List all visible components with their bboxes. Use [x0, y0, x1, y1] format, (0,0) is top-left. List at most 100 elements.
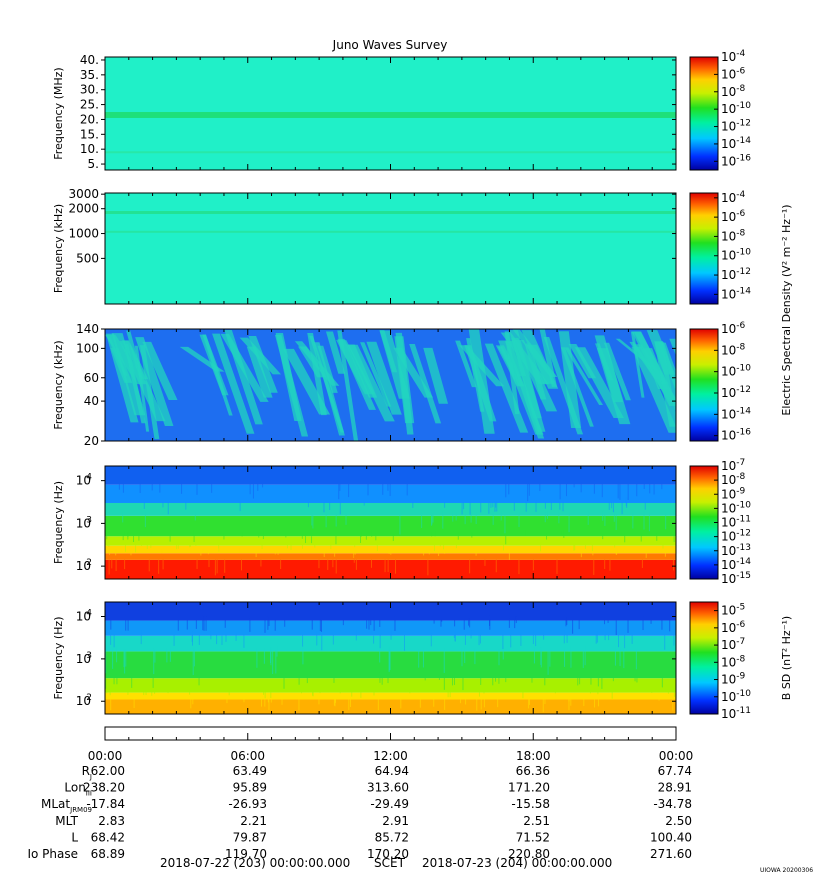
spectrogram-lfr-high [105, 329, 676, 441]
y-tick-label: 1000 [68, 227, 99, 241]
colorbar-tick-label: 10-10 [721, 689, 751, 704]
y-tick-label: 60 [84, 371, 99, 385]
y-tick-label: 30. [80, 83, 99, 97]
y-axis-label: Frequency (Hz) [52, 617, 65, 700]
ephemeris-value: 63.49 [233, 764, 267, 778]
ephemeris-value: -34.78 [653, 797, 692, 811]
panel-lfr-low-b: 102 103 104 Frequency (Hz) 10-5 10-6 10-7 10-8 1… [52, 601, 793, 721]
y-tick-label: 3000 [68, 187, 99, 201]
emission-band [105, 230, 676, 233]
spectrogram-hfr-high [105, 57, 676, 170]
y-tick-label: 100 [76, 341, 99, 355]
ephemeris-value: 2.91 [382, 814, 409, 828]
y-tick-label: 25. [80, 98, 99, 112]
ephemeris-value: 170.20 [367, 847, 409, 861]
colorbar-tick-label: 10-16 [721, 428, 751, 443]
ephemeris-value: 2.51 [523, 814, 550, 828]
y-tick-label: 35. [80, 68, 99, 82]
colorbar-tick-label: 10-6 [721, 620, 746, 635]
y-tick-label: 102 [76, 558, 92, 573]
ephemeris-value: 171.20 [508, 781, 550, 795]
y-tick-label: 140 [76, 322, 99, 336]
colorbar-tick-label: 10-11 [721, 515, 751, 530]
time-tick-label: 12:00 [373, 749, 408, 763]
colorbar-tick-label: 10-6 [721, 321, 746, 336]
ephemeris-value: 28.91 [658, 781, 692, 795]
colorbar-tick-label: 10-8 [721, 228, 746, 243]
colorbar-tick-label: 10-8 [721, 84, 746, 99]
colorbar-tick-label: 10-8 [721, 472, 746, 487]
y-axis-label: Frequency (kHz) [52, 204, 65, 293]
time-axis: 00:00 06:00 12:00 18:00 00:00 [88, 726, 694, 763]
colorbar [689, 328, 719, 442]
y-tick-label: 20 [84, 434, 99, 448]
ephemeris-value: 64.94 [375, 764, 409, 778]
colorbar [689, 192, 719, 305]
footer-scet: SCET [374, 856, 406, 870]
emission-band [105, 211, 676, 215]
y-tick-label: 40. [80, 53, 99, 67]
y-tick-label: 103 [76, 515, 92, 530]
y-axis-label: Frequency (Hz) [52, 481, 65, 564]
spectral-layer [105, 536, 676, 546]
colorbar-tick-label: 10-6 [721, 209, 746, 224]
ephemeris-value: 85.72 [375, 830, 409, 844]
spectral-layer [105, 553, 676, 560]
colorbar-label: Electric Spectral Density (V² m⁻² Hz⁻¹) [780, 204, 793, 415]
panel-lfr-low-e: 102 103 104 Frequency (Hz) 10-710-810-910-10… [52, 458, 751, 586]
ephemeris-value: 313.60 [367, 781, 409, 795]
emission-band [105, 151, 676, 154]
colorbar-tick-label: 10-9 [721, 672, 746, 687]
time-tick-label: 06:00 [230, 749, 265, 763]
ephemeris-value: 95.89 [233, 781, 267, 795]
ephemeris-label: MLatJRM09 [41, 797, 92, 814]
ephemeris-value: 238.20 [83, 781, 125, 795]
spectral-layer [105, 678, 676, 693]
ephemeris-value: 79.87 [233, 830, 267, 844]
spectrogram-lfr-low-e [105, 466, 676, 579]
colorbar-tick-label: 10-4 [721, 49, 746, 64]
y-tick-label: 40 [84, 394, 99, 408]
y-tick-label: 10. [80, 142, 99, 156]
time-tick-label: 00:00 [659, 749, 694, 763]
ephemeris-value: -15.58 [511, 797, 550, 811]
footer-start: 2018-07-22 (203) 00:00:00.000 [160, 856, 350, 870]
ephemeris-label: MLT [55, 814, 78, 828]
colorbar-tick-label: 10-14 [721, 136, 751, 151]
ephemeris-value: 2.50 [665, 814, 692, 828]
spectral-background [105, 193, 676, 304]
spectrogram-hfr-low [105, 193, 676, 304]
y-tick-label: 2000 [68, 202, 99, 216]
ephemeris-value: 71.52 [516, 830, 550, 844]
ephemeris-value: 68.42 [91, 830, 125, 844]
colorbar-tick-label: 10-11 [721, 706, 751, 721]
colorbar-tick-label: 10-9 [721, 486, 746, 501]
ephemeris-value: -26.93 [228, 797, 267, 811]
colorbar-tick-label: 10-12 [721, 119, 751, 134]
colorbar-tick-label: 10-16 [721, 153, 751, 168]
ephemeris-label: Io Phase [27, 847, 78, 861]
ephemeris-value: 68.89 [91, 847, 125, 861]
y-tick-label: 104 [76, 609, 93, 624]
colorbar-tick-label: 10-6 [721, 66, 746, 81]
ephemeris-value: 100.40 [650, 830, 692, 844]
colorbar [689, 56, 719, 171]
colorbar-tick-label: 10-8 [721, 654, 746, 669]
colorbar-tick-label: 10-15 [721, 571, 751, 586]
spectral-layer [105, 502, 676, 516]
ephemeris-value: 2.21 [240, 814, 267, 828]
colorbar-tick-label: 10-12 [721, 267, 751, 282]
y-tick-label: 15. [80, 127, 99, 141]
colorbar-tick-label: 10-10 [721, 500, 751, 515]
spectral-layer [105, 620, 676, 636]
panel-lfr-high: 20 40 60 100 140 Frequency (kHz) 10-6 10-8 10-10… [52, 321, 751, 448]
ephemeris-value: 62.00 [91, 764, 125, 778]
ephemeris-value: 66.36 [516, 764, 550, 778]
colorbar-tick-label: 10-14 [721, 286, 751, 301]
y-axis-label: Frequency (MHz) [52, 67, 65, 159]
colorbar-tick-label: 10-8 [721, 342, 746, 357]
time-tick-label: 00:00 [88, 749, 123, 763]
